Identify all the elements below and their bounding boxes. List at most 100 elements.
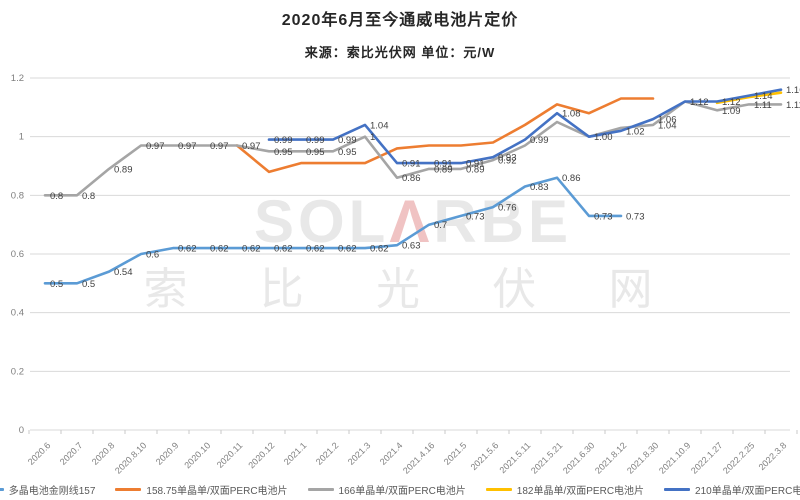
data-label: 0.62	[242, 244, 261, 255]
x-tick-label: 2020.7	[58, 440, 85, 467]
data-label: 1	[370, 132, 375, 143]
series-line	[235, 97, 655, 174]
data-label: 1.11	[786, 100, 800, 111]
data-label: 0.6	[146, 250, 159, 261]
data-label: 0.62	[338, 244, 357, 255]
legend-swatch	[485, 488, 512, 491]
y-tick-label: 0	[19, 425, 24, 436]
data-label: 0.7	[434, 220, 447, 231]
data-label: 0.62	[370, 244, 389, 255]
data-label: 0.99	[530, 135, 549, 146]
x-tick-label: 2022.1.27	[689, 440, 724, 475]
data-label: 0.73	[466, 211, 485, 222]
legend-label: 多晶电池金刚线157	[8, 486, 96, 497]
data-label: 0.89	[466, 164, 485, 175]
data-label: 1.04	[370, 120, 389, 131]
data-label: 1.09	[722, 106, 741, 117]
x-tick-label: 2021.5.11	[498, 440, 533, 475]
legend-item-5: 210单晶单/双面PERC电池片	[664, 482, 800, 497]
legend-item-4: 182单晶单/双面PERC电池片	[485, 482, 645, 497]
legend-item-1: 多晶电池金刚线157	[0, 482, 95, 497]
series-line	[43, 176, 623, 285]
data-label: 0.63	[402, 241, 421, 252]
data-label: 0.91	[466, 159, 485, 170]
y-tick-label: 1	[19, 132, 24, 143]
x-tick-label: 2020.6	[26, 440, 53, 467]
data-label: 0.76	[498, 203, 517, 214]
legend-label: 158.75单晶单/双面PERC电池片	[146, 486, 288, 497]
data-label: 0.62	[274, 244, 293, 255]
y-tick-label: 0.4	[11, 308, 24, 319]
legend-label: 166单晶单/双面PERC电池片	[338, 486, 466, 497]
data-label: 1.11	[754, 100, 772, 111]
x-tick-label: 2021.5.6	[469, 440, 501, 472]
data-label: 0.5	[50, 279, 63, 290]
data-label: 0.97	[178, 141, 197, 152]
data-label: 0.5	[82, 279, 95, 290]
data-label: 0.62	[306, 244, 325, 255]
series-line	[715, 91, 783, 105]
x-tick-label: 2020.9	[154, 440, 181, 467]
data-labels-210单晶单/双面PERC电池片: 0.99 0.99 0.99 1.04 0.91 0.91 0.91 0.93 0.99 1.08…	[274, 85, 800, 169]
data-label: 0.83	[530, 182, 549, 193]
series-210单晶单/双面PERC电池片	[267, 88, 783, 165]
data-label: 0.73	[626, 211, 645, 222]
watermark-cn: 索 比 光 伏 网	[144, 265, 683, 314]
data-label: 0.97	[146, 141, 165, 152]
y-tick-label: 1.2	[11, 73, 24, 84]
watermark: SOLΛRBE 索 比 光 伏 网	[144, 188, 683, 314]
series-多晶电池金刚线157	[43, 176, 623, 285]
data-label: 1.12	[690, 97, 709, 108]
x-axis-ticks	[28, 430, 798, 434]
x-tick-label: 2021.4.16	[401, 440, 436, 475]
data-label: 0.54	[114, 267, 133, 278]
data-label: 1.02	[626, 126, 645, 137]
data-label: 0.93	[498, 153, 517, 164]
data-label: 0.89	[114, 164, 133, 175]
x-tick-label: 2020.11	[215, 440, 245, 470]
data-label: 1.14	[754, 91, 773, 102]
data-label: 0.86	[562, 173, 581, 184]
data-label: 0.91	[402, 159, 421, 170]
legend-label: 182单晶单/双面PERC电池片	[516, 486, 645, 497]
data-label: 0.97	[210, 141, 229, 152]
x-tick-label: 2021.8.12	[593, 440, 628, 475]
x-tick-label: 2020.8	[90, 440, 117, 467]
series-line	[43, 100, 783, 197]
data-label: 0.95	[306, 147, 325, 158]
x-tick-label: 2020.8.10	[113, 440, 148, 475]
data-label: 1.00	[594, 132, 613, 143]
legend-item-3: 166单晶单/双面PERC电池片	[307, 482, 466, 497]
data-label: 0.95	[274, 147, 293, 158]
y-axis-labels: 0 0.2 0.4 0.6 0.8 1 1.2	[11, 73, 24, 436]
x-tick-label: 2021.3	[346, 440, 373, 467]
data-label: 0.62	[178, 244, 197, 255]
data-label: 1.16	[786, 85, 800, 96]
y-tick-label: 0.2	[11, 366, 24, 377]
x-tick-label: 2021.2	[314, 440, 341, 467]
data-label: 0.91	[434, 159, 453, 170]
x-tick-label: 2021.4	[378, 440, 405, 467]
data-label: 0.99	[306, 135, 325, 146]
x-tick-label: 2020.12	[246, 440, 276, 470]
chart-title: 2020年6月至今通威电池片定价	[281, 12, 519, 29]
data-label: 0.99	[338, 135, 357, 146]
series-166单晶单/双面PERC电池片	[43, 100, 783, 197]
watermark-logo: SOLΛRBE	[254, 188, 572, 255]
data-label: 0.97	[242, 141, 261, 152]
legend-swatch	[307, 488, 334, 491]
x-tick-label: 2022.2.25	[721, 440, 756, 475]
data-label: 0.86	[402, 173, 421, 184]
data-label: 0.73	[594, 211, 613, 222]
legend-swatch	[115, 488, 142, 491]
x-tick-label: 2021.5	[442, 440, 469, 467]
data-label: 0.99	[274, 135, 293, 146]
data-label: 0.62	[210, 244, 229, 255]
series-158.75单晶单/双面PERC电池片	[235, 97, 655, 174]
data-label: 1.04	[658, 120, 677, 131]
x-tick-label: 2021.6.30	[561, 440, 596, 475]
x-tick-label: 2020.10	[182, 440, 212, 470]
data-label: 0.92	[498, 156, 517, 167]
